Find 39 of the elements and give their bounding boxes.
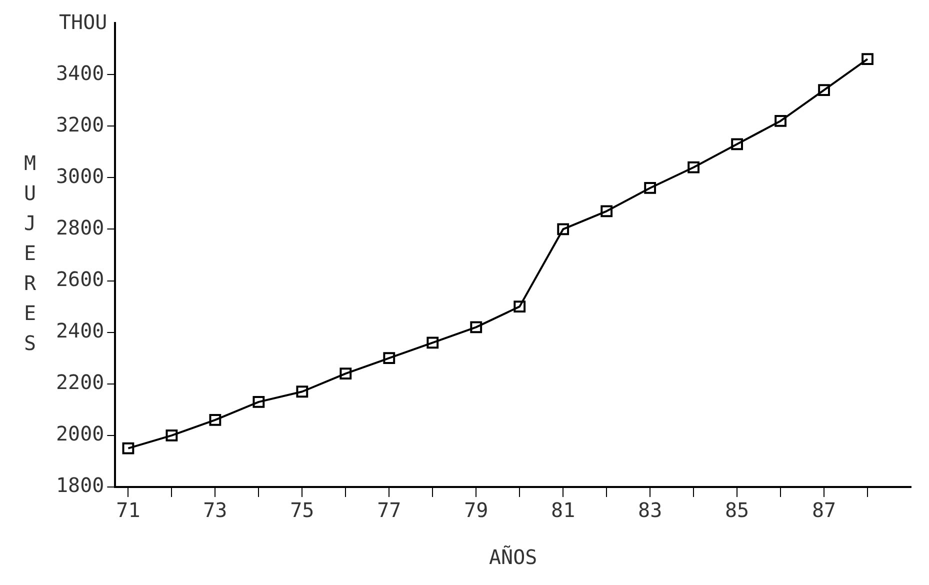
x-tick-label: 83: [638, 498, 662, 522]
y-tick-label: 1800: [56, 473, 104, 498]
y-tick-label: 2600: [56, 266, 104, 291]
point: [818, 84, 830, 96]
x-tick-label: 75: [290, 498, 314, 522]
point: [862, 53, 874, 66]
text: THOU: [58, 10, 108, 34]
point: [209, 414, 222, 426]
point: [383, 352, 396, 364]
point: [252, 396, 265, 408]
y-tick-label: 3400: [56, 60, 104, 85]
y-axis-title: MUJERES: [24, 151, 37, 356]
y-tick-label: 2400: [56, 318, 104, 343]
x-tick-label: 79: [464, 498, 488, 522]
y-tick-label: 2200: [56, 370, 104, 394]
x-tick-label: 73: [203, 498, 228, 522]
point: [557, 223, 570, 236]
x-tick-label: 71: [116, 498, 140, 522]
y-tick-label: 2000: [56, 422, 104, 446]
x-tick-label: 85: [725, 498, 750, 522]
point: [514, 300, 526, 313]
point: [600, 205, 613, 218]
y-tick-label: 3000: [56, 164, 104, 188]
point: [731, 138, 743, 150]
point: [644, 182, 656, 194]
point: [470, 321, 482, 334]
y-tick-label: 2800: [56, 215, 104, 240]
point: [688, 161, 700, 174]
point: [166, 429, 178, 442]
x-tick-label: 87: [812, 498, 836, 522]
point: [296, 386, 308, 398]
point: [774, 115, 786, 127]
point: [340, 368, 352, 380]
point: [426, 336, 439, 349]
x-axis-title: AÑOS: [488, 545, 538, 570]
x-tick-label: 81: [551, 498, 576, 522]
point: [122, 442, 134, 454]
x-tick-label: 77: [377, 498, 402, 522]
y-tick-label: 3200: [56, 112, 104, 136]
